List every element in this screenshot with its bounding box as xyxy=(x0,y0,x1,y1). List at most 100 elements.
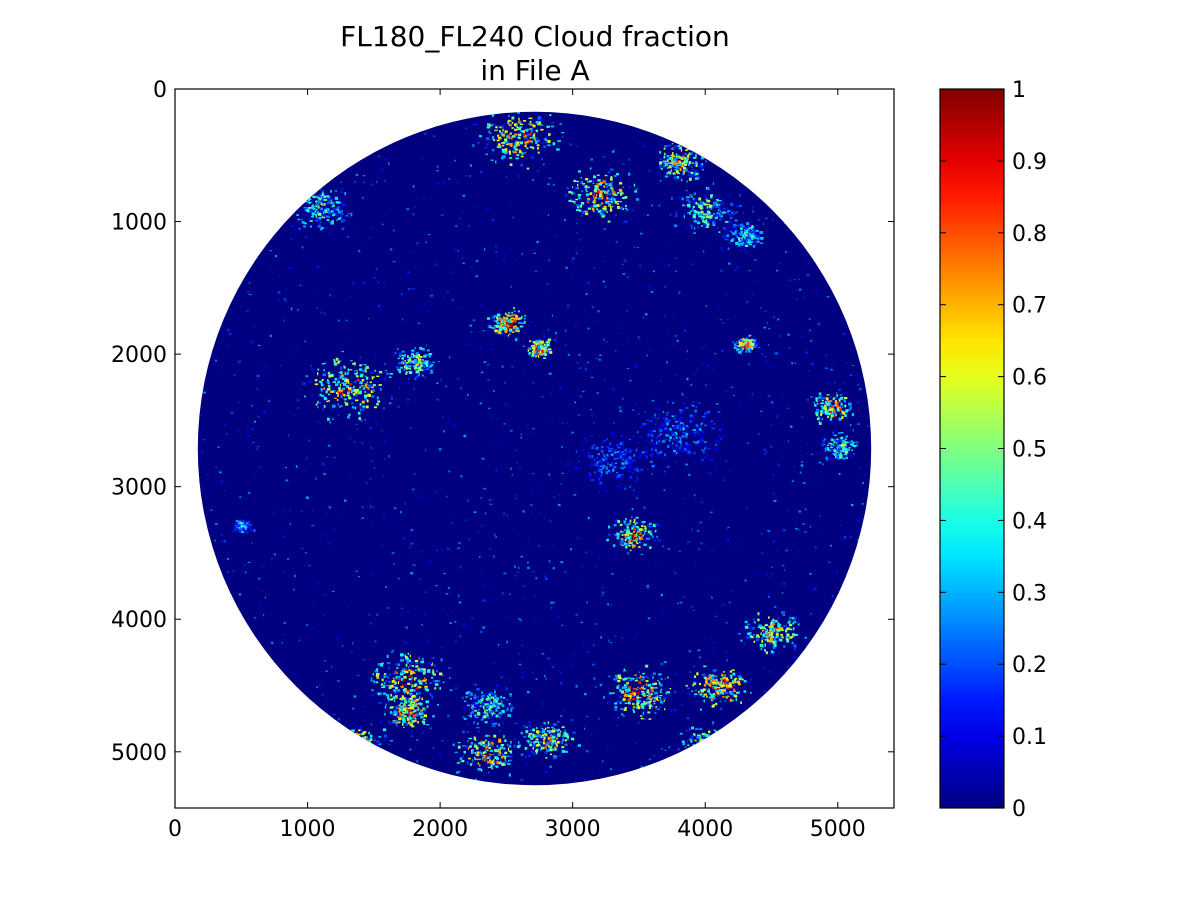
cloud-speckle xyxy=(532,473,534,475)
cloud-cell xyxy=(394,681,397,685)
cloud-cell xyxy=(327,197,330,200)
cloud-cell xyxy=(737,346,741,349)
cloud-cell xyxy=(400,659,404,662)
cloud-cell xyxy=(833,401,836,403)
cloud-speckle xyxy=(712,650,715,653)
cloud-cell xyxy=(488,125,492,127)
cloud-speckle xyxy=(371,689,374,692)
cloud-speckle xyxy=(367,501,370,503)
cloud-cell xyxy=(535,121,540,124)
cloud-cell xyxy=(838,417,842,421)
cloud-cell xyxy=(494,329,498,333)
cloud-speckle xyxy=(649,350,651,353)
cloud-cell xyxy=(319,207,324,210)
cloud-cell xyxy=(470,697,472,700)
cloud-cell xyxy=(585,190,588,193)
cloud-speckle xyxy=(585,551,588,554)
cloud-cell xyxy=(638,533,642,535)
cloud-speckle xyxy=(505,253,507,256)
cloud-cell xyxy=(398,663,400,666)
cloud-speckle xyxy=(614,675,618,678)
cloud-speckle xyxy=(863,473,866,476)
cloud-speckle xyxy=(564,571,567,573)
cloud-cell xyxy=(678,161,682,165)
cloud-cell xyxy=(504,317,507,321)
cloud-speckle xyxy=(440,379,442,382)
cloud-speckle xyxy=(321,693,324,696)
cloud-speckle xyxy=(725,621,729,624)
cloud-speckle xyxy=(368,416,371,419)
cloud-cell xyxy=(746,344,750,348)
cloud-cell xyxy=(605,191,609,194)
cloud-speckle xyxy=(427,639,430,642)
cloud-cell xyxy=(572,186,574,188)
cloud-cell xyxy=(474,704,478,707)
cloud-cell xyxy=(829,417,832,421)
cloud-speckle xyxy=(801,461,803,463)
cloud-cell xyxy=(605,209,607,212)
cloud-cell xyxy=(827,401,831,404)
cloud-cell xyxy=(703,223,705,226)
cloud-cell xyxy=(412,700,414,703)
cloud-cell xyxy=(822,410,824,414)
cloud-speckle xyxy=(715,615,718,617)
cloud-speckle xyxy=(688,171,691,173)
cloud-cell xyxy=(547,139,551,144)
cloud-cell xyxy=(323,227,328,229)
cloud-speckle xyxy=(549,765,552,768)
cloud-cell xyxy=(833,434,837,437)
cloud-speckle xyxy=(263,366,266,369)
cloud-cell xyxy=(477,710,481,712)
cloud-cell xyxy=(718,231,721,233)
cloud-speckle xyxy=(348,335,351,338)
cloud-cell xyxy=(530,146,533,148)
cloud-speckle xyxy=(852,429,854,432)
cloud-speckle xyxy=(285,300,287,303)
cloud-speckle xyxy=(400,511,402,514)
cloud-speckle xyxy=(244,571,247,574)
cloud-speckle xyxy=(510,467,512,470)
cloud-speckle xyxy=(825,354,828,356)
cloud-cell xyxy=(544,353,547,356)
cloud-cell xyxy=(491,742,494,745)
cloud-speckle xyxy=(686,377,689,381)
cloud-cell xyxy=(415,699,418,703)
cloud-speckle xyxy=(251,542,253,544)
cloud-cell xyxy=(675,170,679,173)
cloud-fraction-field xyxy=(200,111,870,781)
cloud-cell xyxy=(528,733,532,735)
cloud-speckle xyxy=(458,601,462,604)
cloud-cell xyxy=(639,537,644,540)
cloud-cell xyxy=(829,412,832,415)
heatmap-plot-area xyxy=(174,88,895,809)
cloud-cell xyxy=(845,410,848,413)
cloud-speckle xyxy=(520,619,523,622)
cloud-cell xyxy=(327,417,330,421)
cloud-cell xyxy=(838,397,842,400)
cloud-cell xyxy=(836,403,839,406)
cloud-cell xyxy=(414,717,417,720)
cloud-cell xyxy=(508,150,511,154)
cloud-cell xyxy=(523,120,527,122)
cloud-cell xyxy=(751,225,754,227)
cloud-cell xyxy=(501,142,505,144)
cloud-speckle xyxy=(591,769,593,772)
cloud-cell xyxy=(672,152,674,155)
cloud-cell xyxy=(501,323,504,326)
cloud-cell xyxy=(818,415,820,419)
cloud-cell xyxy=(592,182,595,185)
cloud-speckle xyxy=(579,395,582,398)
cloud-cell xyxy=(333,362,338,366)
cloud-speckle xyxy=(584,369,586,371)
cloud-cell xyxy=(539,744,542,747)
cloud-cell xyxy=(319,393,322,397)
cloud-cell xyxy=(400,686,404,688)
cloud-cell xyxy=(744,346,748,349)
cloud-cell xyxy=(496,703,498,706)
cloud-cell xyxy=(422,671,426,675)
cloud-cell xyxy=(557,728,560,731)
cloud-cell xyxy=(401,350,405,353)
cloud-cell xyxy=(643,543,645,546)
cloud-speckle xyxy=(622,273,626,275)
cloud-cell xyxy=(508,773,511,777)
